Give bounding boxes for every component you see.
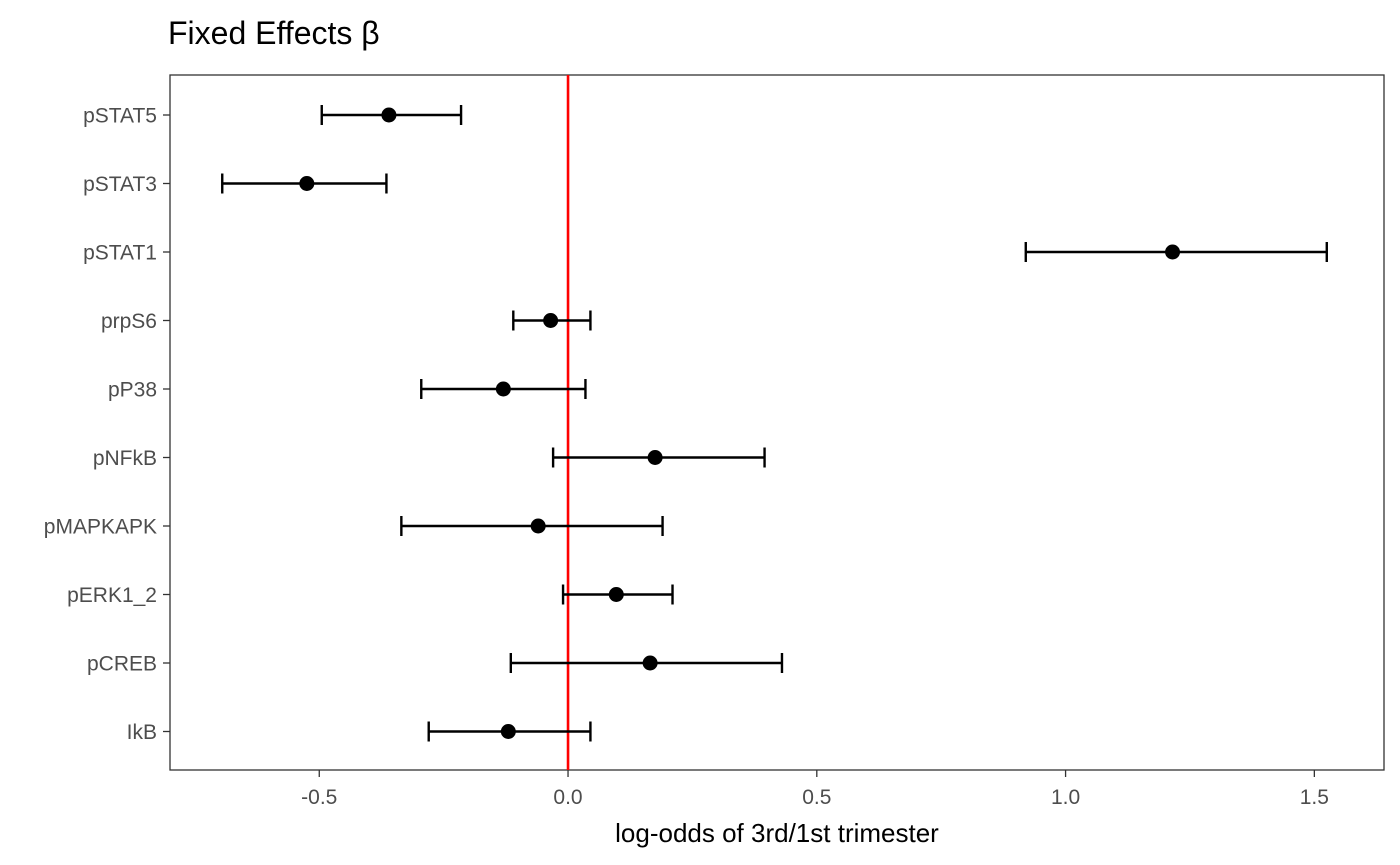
y-tick-label: pSTAT3 (83, 173, 157, 196)
point-estimate-pSTAT1 (1165, 244, 1181, 260)
point-estimate-pP38 (495, 381, 511, 397)
point-estimate-pNFkB (647, 450, 663, 465)
y-tick-label: IkB (127, 721, 157, 744)
error-bar-pSTAT3 (221, 173, 388, 194)
error-bar-pSTAT5 (320, 105, 463, 125)
y-tick-label: pSTAT1 (83, 242, 157, 265)
y-tick-label: prpS6 (101, 310, 157, 333)
x-tick-label: 1.5 (1300, 786, 1329, 809)
point-estimate-pMAPKAPK (530, 518, 546, 534)
chart-title: Fixed Effects β (168, 15, 380, 51)
y-tick-label: pMAPKAPK (44, 516, 157, 539)
point-estimate-pSTAT5 (381, 107, 397, 123)
error-bar-pP38 (420, 379, 587, 399)
plot-panel (169, 74, 1385, 771)
y-tick-label: pCREB (87, 653, 157, 676)
point-estimate-pCREB (642, 655, 658, 671)
y-axis: pSTAT5 pSTAT3 pSTAT1 prpS6 pP38 pNFkB pMAPKAPK… (44, 105, 170, 744)
error-bar-pNFkB (551, 447, 766, 468)
y-tick-label: pNFkB (93, 447, 157, 470)
error-bar-pERK1_2 (561, 584, 674, 605)
point-estimate-pSTAT3 (299, 176, 315, 191)
y-tick-label: pERK1_2 (67, 584, 157, 607)
point-estimate-IkB (500, 724, 516, 739)
error-bar-pSTAT1 (1024, 242, 1328, 262)
y-tick-label: pP38 (108, 379, 157, 402)
error-bar-pCREB (509, 653, 784, 673)
point-estimate-prpS6 (543, 313, 559, 328)
error-bar-IkB (427, 721, 592, 742)
x-tick-label: 0.5 (802, 786, 831, 809)
y-tick-label: pSTAT5 (83, 105, 157, 128)
error-bar-prpS6 (512, 310, 592, 331)
x-axis-title: log-odds of 3rd/1st trimester (615, 818, 939, 848)
error-bar-pMAPKAPK (400, 516, 664, 536)
x-axis: -0.5 0.0 0.5 1.0 1.5 (301, 770, 1329, 809)
point-estimate-pERK1_2 (608, 587, 624, 602)
x-tick-label: -0.5 (301, 786, 337, 809)
x-tick-label: 1.0 (1051, 786, 1080, 809)
x-tick-label: 0.0 (553, 786, 582, 809)
data-marks (221, 105, 1328, 742)
